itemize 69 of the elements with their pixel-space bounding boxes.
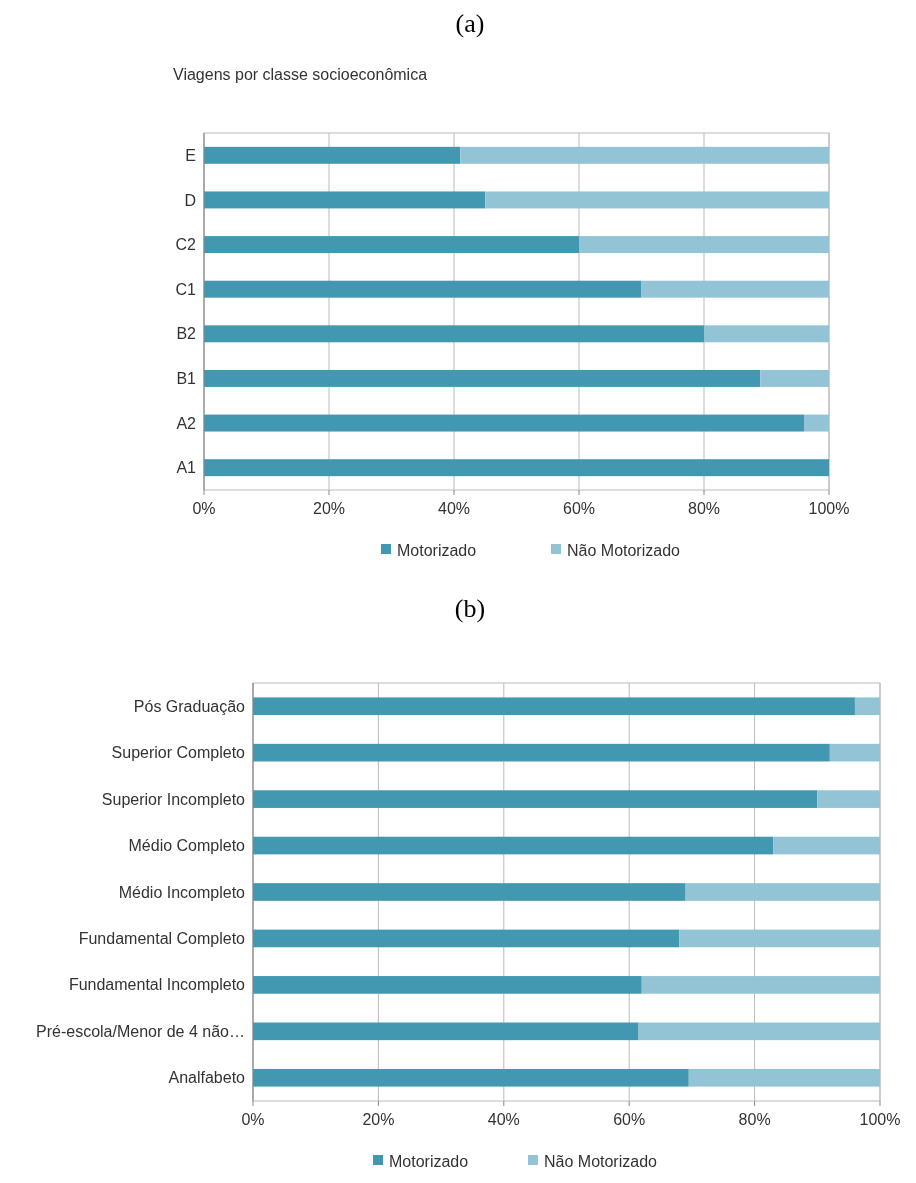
bar — [804, 414, 829, 432]
bar — [204, 414, 804, 432]
bar — [641, 280, 829, 298]
bar — [829, 743, 880, 762]
legend-label: Não Motorizado — [544, 1152, 658, 1170]
bar — [204, 369, 761, 387]
bar — [204, 280, 642, 298]
legend-label: Não Motorizado — [567, 541, 681, 559]
x-tick-label: 60% — [562, 500, 596, 517]
bar — [204, 459, 829, 477]
legend-label: Motorizado — [389, 1152, 469, 1170]
text: (a) — [455, 9, 485, 38]
bar — [253, 836, 774, 855]
y-tick-label: Pré-escola/Menor de 4 não… — [36, 1022, 245, 1040]
bar — [817, 790, 880, 808]
bar — [204, 236, 579, 254]
bar — [253, 976, 642, 994]
y-tick-label: B1 — [176, 370, 197, 388]
text: (b) — [454, 594, 486, 623]
bar — [579, 236, 829, 254]
x-tick-label: 20% — [362, 1111, 395, 1128]
y-tick-label: D — [184, 191, 196, 209]
bar — [688, 1068, 880, 1087]
bar — [253, 790, 818, 808]
y-tick-label: A1 — [176, 459, 197, 477]
y-tick-label: A2 — [176, 414, 197, 432]
bar — [253, 1022, 639, 1041]
bar — [704, 325, 829, 343]
bar — [685, 883, 880, 901]
y-tick-label: Médio Incompleto — [118, 883, 246, 901]
bar — [773, 836, 880, 855]
bar — [641, 976, 880, 994]
bar — [760, 369, 829, 387]
bar — [460, 146, 829, 164]
bar — [253, 743, 830, 762]
bar — [204, 191, 486, 209]
y-tick-label: C2 — [175, 236, 197, 254]
bar — [485, 191, 829, 209]
y-tick-label: Analfabeto — [168, 1069, 246, 1087]
bar — [638, 1022, 880, 1041]
bar — [204, 146, 461, 164]
y-tick-label: B2 — [176, 325, 197, 343]
x-tick-label: 40% — [487, 1111, 520, 1128]
bar — [253, 1068, 689, 1087]
y-tick-label: E — [185, 146, 196, 164]
legend-label: Motorizado — [397, 541, 477, 559]
x-tick-label: 0% — [192, 500, 216, 517]
y-tick-label: Fundamental Completo — [78, 930, 246, 948]
bar — [204, 325, 704, 343]
bar — [253, 883, 686, 901]
bar — [253, 929, 680, 948]
x-tick-label: 80% — [738, 1111, 771, 1128]
y-tick-label: Fundamental Incompleto — [68, 976, 246, 994]
y-tick-label: Superior Incompleto — [101, 790, 246, 808]
x-tick-label: 100% — [859, 1111, 901, 1128]
bar — [854, 697, 880, 716]
x-tick-label: 20% — [312, 500, 346, 517]
bar — [679, 929, 880, 948]
x-tick-label: 100% — [808, 500, 850, 517]
x-tick-label: 0% — [241, 1111, 265, 1128]
x-tick-label: 60% — [613, 1111, 646, 1128]
y-tick-label: Médio Completo — [128, 837, 246, 855]
y-tick-label: Superior Completo — [111, 744, 246, 762]
bar — [253, 697, 855, 716]
x-tick-label: 80% — [687, 500, 721, 517]
y-tick-label: Pós Graduação — [133, 697, 246, 715]
chart-title: Viagens por classe socioeconômica — [173, 66, 428, 83]
x-tick-label: 40% — [437, 500, 471, 517]
y-tick-label: C1 — [175, 280, 197, 298]
